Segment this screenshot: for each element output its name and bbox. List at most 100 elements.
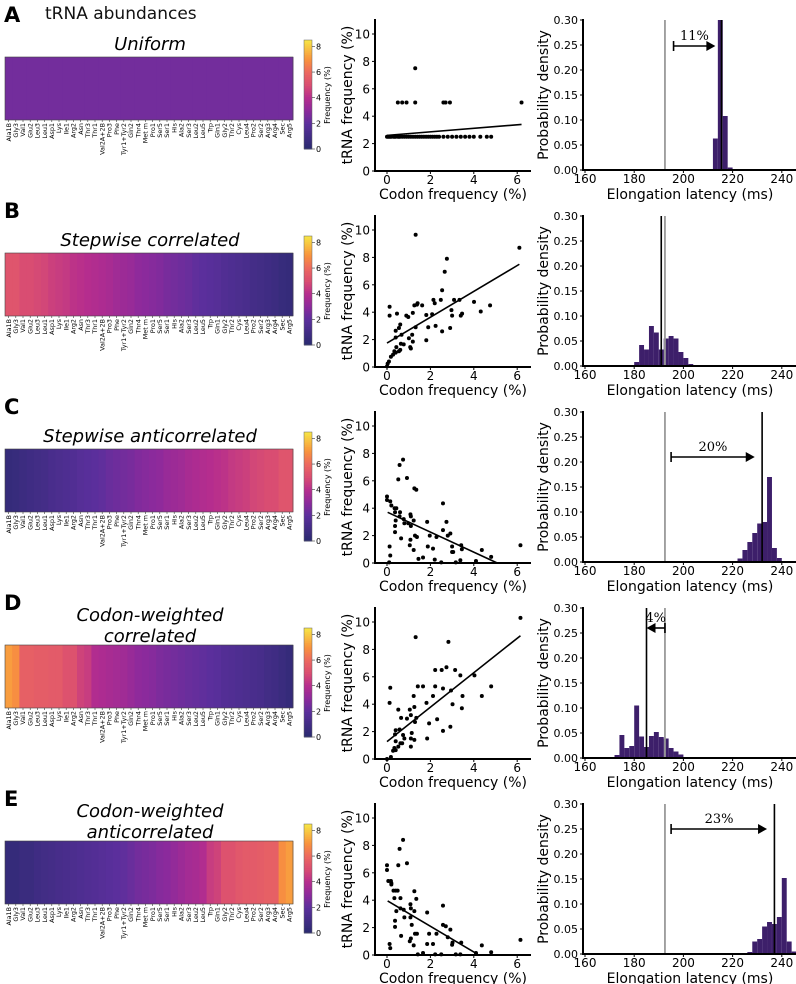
heatmap-cell <box>156 449 164 512</box>
scatter-point <box>406 336 411 341</box>
scatter-x-label: Codon frequency (%) <box>379 579 527 595</box>
colorbar-segment <box>304 83 312 86</box>
hist-y-tick-label: 0.20 <box>554 64 579 77</box>
trna-label: Leu3 <box>34 319 42 335</box>
arrow-head-icon <box>706 41 716 51</box>
scatter-x-tick-label: 0 <box>383 369 391 383</box>
hist-x-tick-label: 220 <box>721 172 744 186</box>
scatter-point <box>407 543 412 548</box>
histogram-bar <box>648 326 654 366</box>
hist-y-tick-label: 0.05 <box>554 531 579 544</box>
heatmap-cell <box>213 645 222 708</box>
colorbar-segment <box>304 920 312 923</box>
heatmap-cell <box>91 57 99 120</box>
scatter-point <box>393 350 398 355</box>
trna-label: Sec <box>278 515 286 527</box>
trna-label: Met m <box>142 319 150 339</box>
trna-label: Ser1 <box>163 907 171 922</box>
scatter-point <box>424 338 429 343</box>
histogram-bar <box>634 362 640 366</box>
colorbar-segment <box>304 442 312 446</box>
histogram-bar <box>634 705 640 758</box>
hist-y-tick-label: 0.15 <box>554 481 579 494</box>
trna-label: Arg2 <box>70 515 78 530</box>
scatter-point <box>406 314 411 319</box>
heatmap-cell <box>120 841 128 904</box>
colorbar-segment <box>304 697 312 700</box>
trna-label: Leu4 <box>242 515 250 531</box>
heatmap-cell <box>26 645 35 708</box>
scatter-point <box>452 297 457 302</box>
trna-label: Ser5 <box>156 711 164 726</box>
heatmap-cell <box>285 645 294 708</box>
shift-percent-label: 23% <box>705 812 734 827</box>
scatter-x-tick-label: 4 <box>470 173 478 187</box>
trna-label: Cys <box>235 122 243 134</box>
scatter-x-tick-label: 0 <box>383 173 391 187</box>
trna-label: Lys <box>55 122 63 133</box>
colorbar-tick-label: 4 <box>316 682 321 691</box>
histogram-bar <box>673 338 679 366</box>
scatter-y-tick-label: 2 <box>362 137 370 151</box>
trna-label: Val1 <box>19 515 27 529</box>
heatmap-cell <box>177 449 186 512</box>
scatter-y-tick-label: 6 <box>362 866 370 880</box>
colorbar-segment <box>304 883 312 887</box>
scatter-x-tick-label: 4 <box>470 761 478 775</box>
scatter-point <box>386 359 391 364</box>
heatmap-cell <box>156 645 164 708</box>
trna-label: Ile1 <box>62 515 70 527</box>
heatmap-cell <box>141 253 150 316</box>
scatter-point <box>402 915 407 920</box>
scatter-x-tick-label: 2 <box>427 957 435 971</box>
trna-label: Gln1 <box>214 711 222 726</box>
colorbar: 0 2 4 6 8 Frequency (%) <box>303 431 332 546</box>
scatter-y-tick-label: 10 <box>355 420 370 434</box>
heatmap-title: Codon-weighted <box>76 605 224 626</box>
colorbar-segment <box>304 295 312 299</box>
heatmap-cell <box>156 57 164 120</box>
trna-label: Asn <box>77 123 85 135</box>
colorbar-segment <box>304 642 312 645</box>
heatmap-cell <box>55 253 63 316</box>
trna-label: Ala1B <box>5 319 13 338</box>
trna-label: Leu1 <box>41 123 49 139</box>
trna-label: Thr1 <box>91 907 99 923</box>
colorbar-segment <box>304 539 312 542</box>
hist-y-tick-label: 0.20 <box>554 848 579 861</box>
hist-y-tick-label: 0.00 <box>554 948 579 961</box>
trna-label: Val2A+2B <box>98 907 106 939</box>
colorbar-segment <box>304 869 312 872</box>
colorbar-segment <box>304 882 312 885</box>
heatmap-cell <box>105 645 114 708</box>
scatter-y-tick-label: 4 <box>362 698 370 712</box>
trna-label: Arg5 <box>286 711 294 726</box>
hist-y-label: Probability density <box>536 30 552 160</box>
trna-label: Gly2 <box>221 123 229 138</box>
heatmap-cell <box>264 57 272 120</box>
scatter-point <box>393 924 398 929</box>
trna-label: Gln1 <box>214 123 222 138</box>
trna-label: Thr4 <box>134 515 142 531</box>
colorbar-segment <box>304 735 312 738</box>
trna-label: Trp <box>206 123 214 134</box>
heatmap-cell <box>134 253 143 316</box>
heatmap-cell <box>105 253 114 316</box>
colorbar-segment <box>304 69 312 72</box>
trna-label: Glu2 <box>26 123 34 138</box>
trna-label: Gln2 <box>127 711 135 726</box>
scatter-point <box>396 863 401 868</box>
colorbar-segment <box>304 89 312 92</box>
colorbar-segment <box>304 47 312 50</box>
trna-label: Ala2 <box>178 319 186 333</box>
heatmap-cell <box>55 449 63 512</box>
trna-label: Ile1 <box>62 711 70 723</box>
heatmap-title: correlated <box>104 626 197 647</box>
scatter-point <box>459 706 464 711</box>
trna-label: Arg2 <box>70 319 78 334</box>
colorbar-segment <box>304 517 312 520</box>
colorbar-segment <box>304 266 312 270</box>
colorbar-segment <box>304 851 312 854</box>
